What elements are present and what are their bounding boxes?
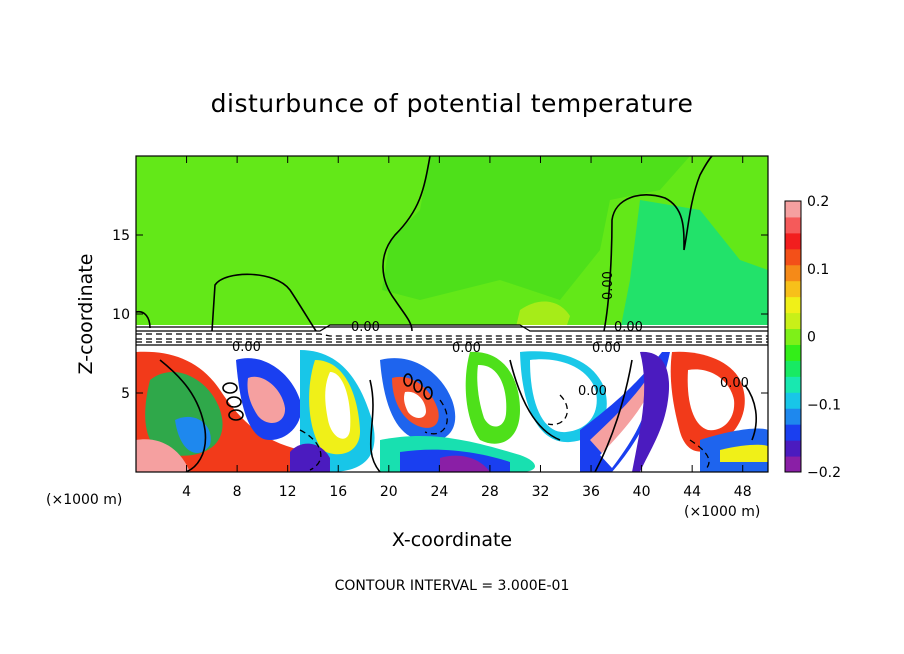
contour-label: 0.00	[720, 376, 749, 391]
x-tick-label: 28	[481, 484, 499, 500]
colorbar-tick-label: −0.1	[807, 397, 841, 413]
y-tick-label: 5	[121, 386, 130, 402]
x-tick-label: 4	[182, 484, 191, 500]
colorbar-swatch	[785, 296, 801, 314]
colorbar-swatch	[785, 440, 801, 457]
x-unit-left: (×1000 m)	[46, 492, 122, 508]
colorbar-swatch	[785, 344, 801, 361]
y-tick-label: 15	[112, 228, 130, 244]
colorbar-tick-label: 0	[807, 330, 816, 346]
contour-label: 0.00	[232, 340, 261, 355]
chart-title: disturbunce of potential temperature	[211, 89, 694, 118]
colorbar-swatch	[785, 201, 801, 218]
x-tick-label: 40	[633, 484, 651, 500]
x-axis-label: X-coordinate	[392, 529, 512, 551]
contour-label: 0.00	[578, 384, 607, 399]
colorbar-swatch	[785, 360, 801, 377]
contour-label: 0.00	[592, 341, 621, 356]
x-axis-ticks: 4 8 12 16 20 24 28 32 36 40 44 48	[182, 156, 752, 500]
colorbar	[784, 200, 802, 473]
x-tick-label: 20	[380, 484, 398, 500]
colorbar-tick-label: 0.2	[807, 194, 829, 210]
upper-layer-patch-yellowgreen	[515, 301, 570, 331]
colorbar-swatch	[785, 408, 801, 425]
colorbar-swatch	[785, 392, 801, 409]
turbulence-eddies	[136, 350, 768, 472]
x-unit-right: (×1000 m)	[684, 504, 760, 520]
x-tick-label: 48	[734, 484, 752, 500]
colorbar-swatch	[785, 264, 801, 282]
x-tick-label: 36	[582, 484, 600, 500]
contour-label: 0.00	[601, 271, 616, 300]
colorbar-ticks: 0.2 0.1 0 −0.1 −0.2	[807, 194, 841, 481]
y-axis-ticks: 5 10 15	[112, 228, 768, 402]
colorbar-swatch	[785, 328, 801, 345]
colorbar-swatch	[785, 232, 801, 250]
colorbar-tick-label: −0.2	[807, 465, 841, 481]
contour-label-group: 0.00 0.00 0.00 0.00 0.00 0.00 0.00 0.00	[232, 271, 749, 399]
colorbar-swatch	[785, 456, 801, 473]
contour-label: 0.00	[452, 341, 481, 356]
y-axis-label: Z-coordinate	[75, 254, 97, 375]
x-tick-label: 44	[683, 484, 701, 500]
x-tick-label: 24	[430, 484, 448, 500]
colorbar-frame	[784, 200, 802, 473]
x-tick-label: 8	[233, 484, 242, 500]
dashed-contours	[136, 333, 768, 471]
colorbar-swatch	[785, 376, 801, 393]
contour-interval-note: CONTOUR INTERVAL = 3.000E-01	[335, 578, 570, 594]
colorbar-swatch	[785, 248, 801, 266]
colorbar-swatch	[785, 216, 801, 234]
contour-lines	[136, 156, 768, 472]
upper-layer-patch-light	[620, 200, 768, 331]
contour-label: 0.00	[614, 320, 643, 335]
colorbar-tick-label: 0.1	[807, 262, 829, 278]
x-tick-label: 32	[532, 484, 550, 500]
y-tick-label: 10	[112, 307, 130, 323]
colorbar-swatch	[785, 312, 801, 330]
contour-label: 0.00	[351, 320, 380, 335]
x-tick-label: 16	[329, 484, 347, 500]
colorbar-swatch	[785, 424, 801, 441]
colorbar-swatch	[785, 280, 801, 298]
x-tick-label: 12	[279, 484, 297, 500]
plot-field: 0.00 0.00 0.00 0.00 0.00 0.00 0.00 0.00	[136, 156, 768, 472]
